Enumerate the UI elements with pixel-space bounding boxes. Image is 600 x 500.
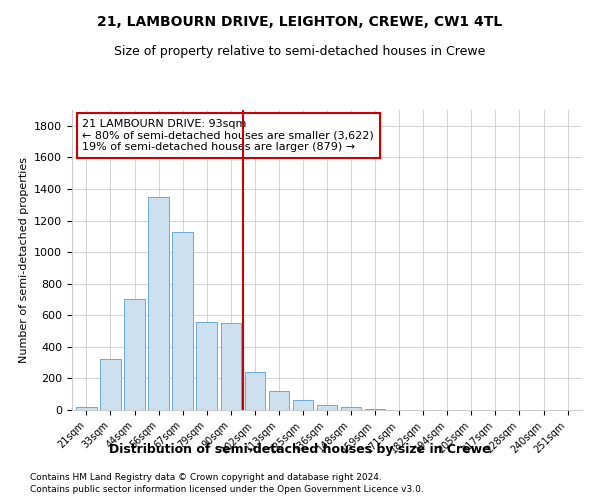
Text: Contains public sector information licensed under the Open Government Licence v3: Contains public sector information licen… — [30, 485, 424, 494]
Bar — [196, 322, 217, 410]
Bar — [269, 391, 289, 410]
Bar — [341, 407, 361, 410]
Bar — [365, 409, 385, 410]
Text: Contains HM Land Registry data © Crown copyright and database right 2024.: Contains HM Land Registry data © Crown c… — [30, 472, 382, 482]
Bar — [221, 323, 241, 410]
Text: 21, LAMBOURN DRIVE, LEIGHTON, CREWE, CW1 4TL: 21, LAMBOURN DRIVE, LEIGHTON, CREWE, CW1… — [97, 15, 503, 29]
Y-axis label: Number of semi-detached properties: Number of semi-detached properties — [19, 157, 29, 363]
Text: Size of property relative to semi-detached houses in Crewe: Size of property relative to semi-detach… — [115, 45, 485, 58]
Text: Distribution of semi-detached houses by size in Crewe: Distribution of semi-detached houses by … — [109, 442, 491, 456]
Text: 21 LAMBOURN DRIVE: 93sqm
← 80% of semi-detached houses are smaller (3,622)
19% o: 21 LAMBOURN DRIVE: 93sqm ← 80% of semi-d… — [82, 119, 374, 152]
Bar — [76, 407, 97, 410]
Bar — [100, 360, 121, 410]
Bar — [293, 400, 313, 410]
Bar — [172, 232, 193, 410]
Bar — [148, 197, 169, 410]
Bar — [317, 406, 337, 410]
Bar — [245, 372, 265, 410]
Bar — [124, 300, 145, 410]
